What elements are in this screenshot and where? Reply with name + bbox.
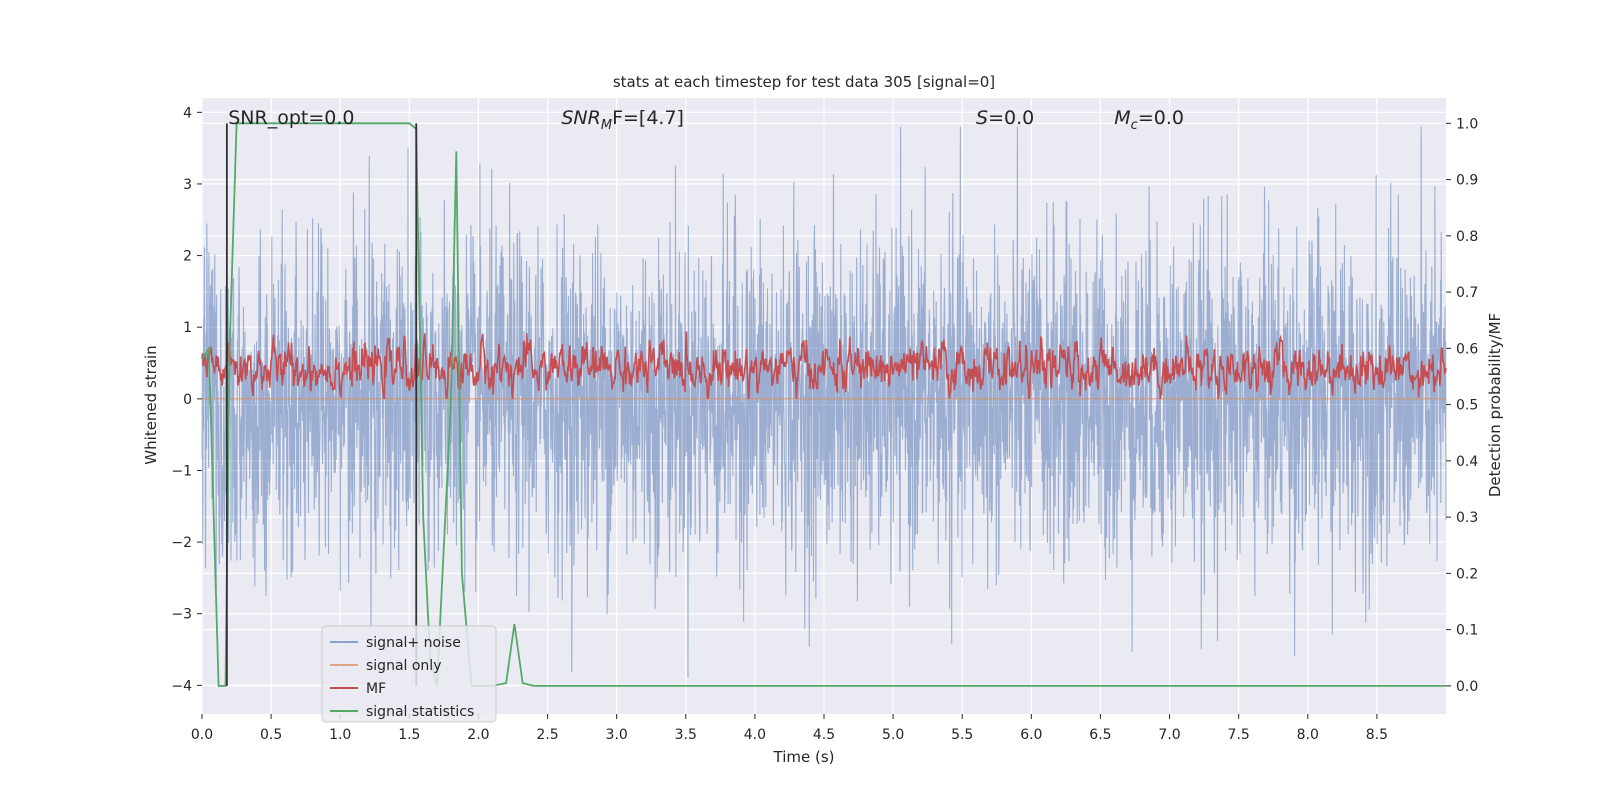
x-tick-label: 6.0 (1020, 727, 1042, 743)
x-tick-label: 5.5 (951, 727, 973, 743)
annotation-value: =0.0 (1138, 107, 1184, 129)
y-tick-label-right: 0.6 (1456, 341, 1478, 357)
annotation-value: F=[4.7] (612, 107, 684, 129)
y-axis-label-left: Whitened strain (142, 345, 160, 464)
annotation-subscript: M (601, 118, 612, 133)
y-tick-label-right: 0.3 (1456, 510, 1478, 526)
x-tick-label: 7.0 (1158, 727, 1180, 743)
x-tick-label: 0.5 (260, 727, 282, 743)
y-tick-label-right: 0.0 (1456, 679, 1478, 695)
x-tick-label: 2.0 (467, 727, 489, 743)
x-tick-label: 8.0 (1297, 727, 1319, 743)
annotation-value: =0.0 (988, 107, 1034, 129)
x-tick-label: 2.5 (536, 727, 558, 743)
legend-label: signal only (366, 658, 441, 674)
y-tick-label-right: 0.4 (1456, 454, 1478, 470)
ticks: 0.0 0.5 1.0 1.5 2.0 2.5 3.0 3.5 4.0 4.5 5.0 5.5 6.0 6… (171, 105, 1478, 743)
x-tick-label: 8.5 (1366, 727, 1388, 743)
y-tick-label-left: 0 (183, 392, 192, 408)
legend-label: MF (366, 681, 386, 697)
x-tick-label: 7.5 (1228, 727, 1250, 743)
y-tick-label-left: 4 (183, 105, 192, 121)
x-tick-label: 0.0 (191, 727, 213, 743)
y-tick-label-right: 0.1 (1456, 623, 1478, 639)
y-tick-label-right: 0.5 (1456, 398, 1478, 414)
y-tick-label-left: 1 (183, 320, 192, 336)
y-tick-label-right: 0.8 (1456, 229, 1478, 245)
legend-box (321, 625, 497, 723)
y-tick-label-left: 2 (183, 249, 192, 265)
annotation: SNRMF=[4.7] (561, 107, 684, 133)
y-tick-label-left: −1 (171, 463, 192, 479)
x-tick-label: 3.5 (675, 727, 697, 743)
x-tick-label: 4.0 (744, 727, 766, 743)
x-tick-label: 1.0 (329, 727, 351, 743)
x-axis-label: Time (s) (773, 748, 835, 766)
signal-noise-line (201, 126, 1447, 678)
annotation-symbol: S (976, 107, 988, 129)
legend-label: signal statistics (366, 704, 474, 720)
x-tick-label: 5.0 (882, 727, 904, 743)
y-tick-label-left: 3 (183, 177, 192, 193)
x-tick-label: 6.5 (1089, 727, 1111, 743)
annotation-subscript: c (1131, 118, 1138, 133)
y-axis-label-right: Detection probability/MF (1486, 313, 1504, 497)
x-tick-label: 1.5 (398, 727, 420, 743)
annotations: SNR_opt=0.0 SNRMF=[4.7] S=0.0 Mc=0.0 (228, 107, 1184, 133)
annotation-symbol: M (1114, 107, 1130, 129)
legend-label: signal+ noise (366, 635, 461, 651)
mf-line (201, 331, 1447, 400)
y-tick-label-right: 0.7 (1456, 285, 1478, 301)
annotation-symbol: SNR (561, 107, 600, 129)
annotation: SNR_opt=0.0 (228, 107, 354, 129)
y-tick-label-right: 0.9 (1456, 173, 1478, 189)
annotation: Mc=0.0 (1114, 107, 1184, 133)
x-tick-label: 3.0 (606, 727, 628, 743)
annotation: S=0.0 (976, 107, 1034, 129)
y-tick-label-right: 1.0 (1456, 116, 1478, 132)
y-tick-label-right: 0.2 (1456, 566, 1478, 582)
y-tick-label-left: −3 (171, 607, 192, 623)
y-tick-label-left: −4 (171, 678, 192, 694)
chart-title: stats at each timestep for test data 305… (613, 73, 995, 91)
legend: signal+ noise signal only MF signal statist… (321, 625, 497, 723)
y-tick-label-left: −2 (171, 535, 192, 551)
x-tick-label: 4.5 (813, 727, 835, 743)
